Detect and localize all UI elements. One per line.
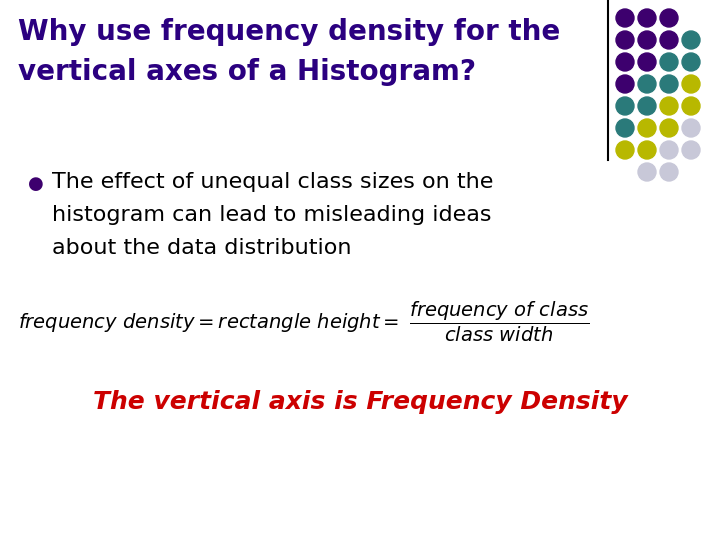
Circle shape [638, 31, 656, 49]
Circle shape [638, 119, 656, 137]
Circle shape [660, 53, 678, 71]
Text: vertical axes of a Histogram?: vertical axes of a Histogram? [18, 58, 476, 86]
Circle shape [616, 75, 634, 93]
Circle shape [660, 141, 678, 159]
Circle shape [638, 75, 656, 93]
Text: The effect of unequal class sizes on the: The effect of unequal class sizes on the [52, 172, 493, 192]
Circle shape [682, 97, 700, 115]
Circle shape [660, 75, 678, 93]
Circle shape [638, 9, 656, 27]
Text: $\mathit{frequency\ density = rectangle\ height =}$$\ \dfrac{\mathit{frequency\ : $\mathit{frequency\ density = rectangle\… [18, 300, 590, 344]
Circle shape [616, 9, 634, 27]
Circle shape [638, 53, 656, 71]
Text: about the data distribution: about the data distribution [52, 238, 351, 258]
Circle shape [616, 119, 634, 137]
Text: Why use frequency density for the: Why use frequency density for the [18, 18, 560, 46]
Circle shape [660, 97, 678, 115]
Circle shape [660, 31, 678, 49]
Circle shape [682, 75, 700, 93]
Circle shape [660, 163, 678, 181]
Circle shape [638, 97, 656, 115]
Circle shape [616, 31, 634, 49]
Circle shape [616, 97, 634, 115]
Text: histogram can lead to misleading ideas: histogram can lead to misleading ideas [52, 205, 492, 225]
Circle shape [616, 141, 634, 159]
Circle shape [660, 9, 678, 27]
Circle shape [660, 119, 678, 137]
Circle shape [616, 53, 634, 71]
Circle shape [638, 141, 656, 159]
Text: The vertical axis is Frequency Density: The vertical axis is Frequency Density [93, 390, 627, 414]
Circle shape [682, 31, 700, 49]
Circle shape [682, 141, 700, 159]
Circle shape [682, 53, 700, 71]
Circle shape [638, 163, 656, 181]
Text: ●: ● [28, 175, 44, 193]
Circle shape [682, 119, 700, 137]
